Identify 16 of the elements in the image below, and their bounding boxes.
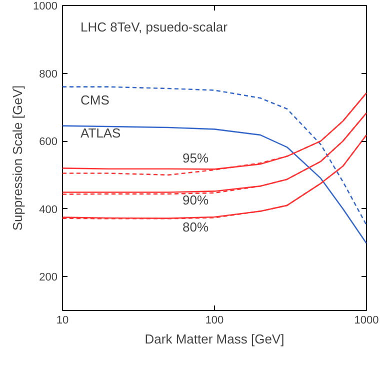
x-tick-label: 1000	[354, 314, 379, 326]
x-axis-title: Dark Matter Mass [GeV]	[144, 332, 284, 346]
y-tick-label: 800	[39, 68, 58, 80]
y-tick-label: 200	[39, 272, 58, 284]
annotation: 90%	[182, 192, 209, 208]
y-tick-label: 1000	[33, 0, 58, 12]
annotation: ATLAS	[80, 126, 122, 140]
text: LHC 8TeV, psuedo-scalar	[80, 20, 228, 34]
x-tick-label: 10	[56, 314, 69, 326]
annotation: 80%	[182, 220, 209, 234]
y-tick-label: 600	[39, 136, 58, 148]
annotation: CMS	[80, 92, 110, 108]
y-tick-label: 400	[39, 204, 58, 216]
x-tick-label: 100	[205, 314, 224, 326]
y-axis-title: Suppression Scale [GeV]	[10, 85, 26, 231]
annotation: 95%	[182, 150, 209, 166]
